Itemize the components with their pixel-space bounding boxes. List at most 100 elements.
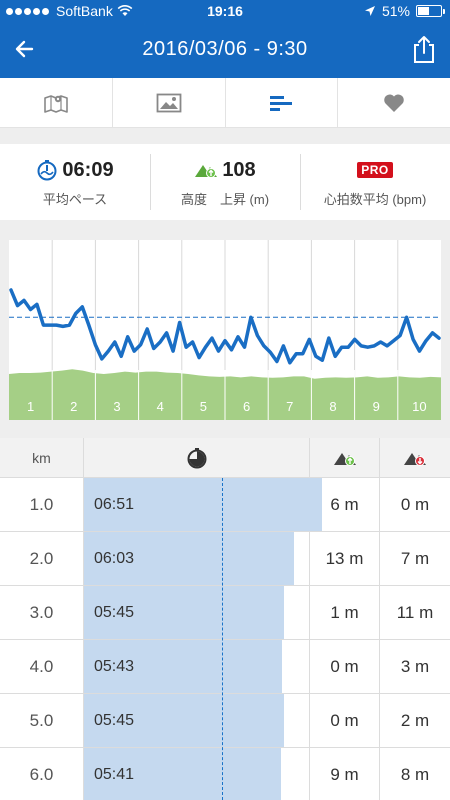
battery-percent: 51% (381, 3, 410, 19)
stat-average-pace: 06:09 平均ペース (0, 144, 150, 220)
stat-label: 高度 上昇 (m) (180, 192, 270, 207)
split-elevation-down: 8 m (400, 764, 430, 784)
page-title: 2016/03/06 - 9:30 (142, 38, 308, 60)
splits-header: km (0, 438, 450, 478)
back-arrow-icon[interactable] (10, 34, 40, 64)
split-pace-cell: 05:45 (84, 586, 310, 639)
split-pace-cell: 06:03 (84, 532, 310, 585)
x-tick-label: 1 (27, 399, 34, 414)
status-right: 51% (364, 3, 445, 19)
stat-label: 心拍数平均 (bpm) (323, 192, 427, 207)
tab-map[interactable] (0, 78, 113, 127)
x-tick-label: 4 (157, 399, 164, 414)
x-tick-label: 7 (286, 399, 293, 414)
column-pace (84, 438, 310, 477)
split-pace-cell: 06:51 (84, 478, 322, 531)
split-km: 3.0 (0, 586, 84, 639)
split-elevation-up: 9 m (310, 748, 380, 800)
split-elevation-up: 1 m (310, 586, 380, 639)
pace-elevation-chart: 1 2 3 4 5 6 7 8 9 10 (0, 230, 450, 430)
tab-splits[interactable] (226, 78, 339, 127)
split-elevation-down: 11 m (396, 602, 434, 622)
x-tick-label: 2 (70, 399, 77, 414)
split-pace-bar (84, 640, 283, 693)
location-arrow-icon (364, 6, 375, 16)
tab-photos[interactable] (113, 78, 226, 127)
split-row[interactable]: 1.0 06:51 6 m 0 m (0, 478, 450, 532)
section-divider (0, 220, 450, 230)
split-row[interactable]: 5.0 05:45 0 m 2 m (0, 694, 450, 748)
split-elevation-down: 7 m (400, 548, 430, 568)
split-elevation-down: 0 m (400, 494, 430, 514)
pace-line (9, 288, 441, 365)
map-icon (44, 94, 68, 113)
split-elevation-up: 0 m (310, 640, 380, 693)
split-pace: 06:51 (94, 495, 135, 513)
tab-heart-rate[interactable] (338, 78, 450, 127)
average-pace-marker (221, 478, 223, 800)
x-tick-label: 8 (329, 399, 336, 414)
split-pace-cell: 05:43 (84, 640, 310, 693)
split-km: 5.0 (0, 694, 84, 747)
split-pace: 05:45 (94, 711, 135, 729)
stat-label: 平均ペース (42, 192, 108, 207)
splits-rows: 1.0 06:51 6 m 0 m 2.0 06:03 13 m 7 m 3.0 05:45 1 m… (0, 478, 450, 800)
stat-heart-rate-average[interactable]: PRO 心拍数平均 (bpm) (300, 144, 450, 220)
summary-stats: 06:09 平均ペース 108 高度 上昇 (m) PRO 心拍数平均 (bpm… (0, 144, 450, 220)
section-divider (0, 128, 450, 144)
column-elevation-up (310, 438, 380, 477)
x-tick-label: 3 (113, 399, 120, 414)
split-row[interactable]: 4.0 05:43 0 m 3 m (0, 640, 450, 694)
x-tick-label: 5 (200, 399, 207, 414)
x-tick-label: 9 (373, 399, 380, 414)
status-bar: SoftBank 19:16 51% (0, 0, 450, 22)
signal-icon (6, 7, 49, 15)
x-tick-label: 6 (243, 399, 250, 414)
split-pace-cell: 05:41 (84, 748, 310, 800)
chart-svg: 1 2 3 4 5 6 7 8 9 10 (9, 240, 441, 420)
stat-value: 108 (222, 158, 256, 181)
split-elevation-up: 13 m (310, 532, 380, 585)
stat-value-row: 06:09 (36, 156, 114, 184)
column-elevation-down (380, 438, 450, 477)
pace-icon (37, 160, 57, 181)
split-km: 1.0 (0, 478, 84, 531)
stat-elevation-gain: 108 高度 上昇 (m) (150, 144, 300, 220)
split-row[interactable]: 6.0 05:41 9 m 8 m (0, 748, 450, 800)
elevation-up-icon (333, 452, 356, 466)
split-km: 4.0 (0, 640, 84, 693)
stat-value: 06:09 (62, 158, 114, 181)
heart-icon (384, 93, 404, 112)
share-icon[interactable] (410, 34, 438, 64)
split-pace-cell: 05:45 (84, 694, 310, 747)
status-time: 19:16 (207, 3, 243, 19)
split-elevation-down: 2 m (400, 710, 430, 730)
stopwatch-icon (187, 447, 206, 468)
split-pace: 05:41 (94, 765, 135, 783)
split-elevation-up: 6 m (310, 478, 380, 531)
tab-bar (0, 78, 450, 128)
split-pace: 05:45 (94, 603, 135, 621)
stat-value-row: PRO (357, 156, 393, 184)
split-pace-bar (84, 586, 284, 639)
split-km: 2.0 (0, 532, 84, 585)
split-pace-bar (84, 532, 294, 585)
battery-icon (416, 5, 445, 17)
split-pace-bar (84, 694, 284, 747)
split-elevation-up: 0 m (310, 694, 380, 747)
section-divider (0, 430, 450, 438)
split-row[interactable]: 3.0 05:45 1 m 11 m (0, 586, 450, 640)
elevation-up-icon (195, 165, 218, 178)
carrier-name: SoftBank (56, 3, 113, 19)
photo-icon (156, 93, 182, 112)
stat-value-row: 108 (194, 156, 256, 184)
elevation-down-icon (404, 452, 426, 466)
battery-fill (418, 7, 430, 15)
split-pace: 05:43 (94, 657, 135, 675)
wifi-icon (117, 5, 133, 16)
x-tick-label: 10 (412, 399, 426, 414)
split-elevation-down: 3 m (400, 656, 430, 676)
pro-badge[interactable]: PRO (357, 162, 393, 178)
splits-icon (270, 95, 293, 111)
split-row[interactable]: 2.0 06:03 13 m 7 m (0, 532, 450, 586)
